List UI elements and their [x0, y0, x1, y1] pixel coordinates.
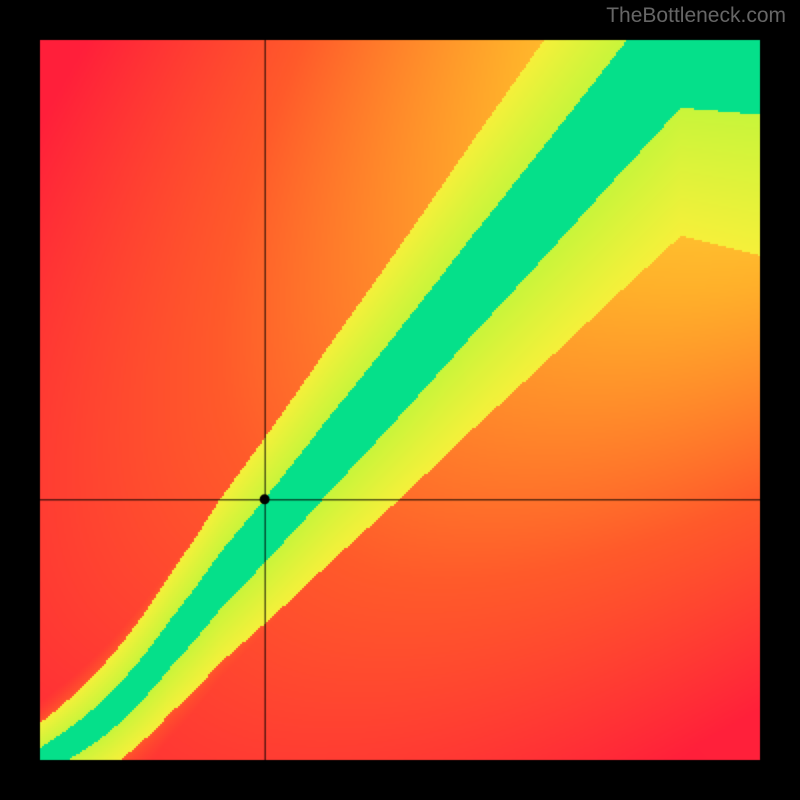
- watermark-text: TheBottleneck.com: [606, 4, 786, 28]
- bottleneck-heatmap: [0, 0, 800, 800]
